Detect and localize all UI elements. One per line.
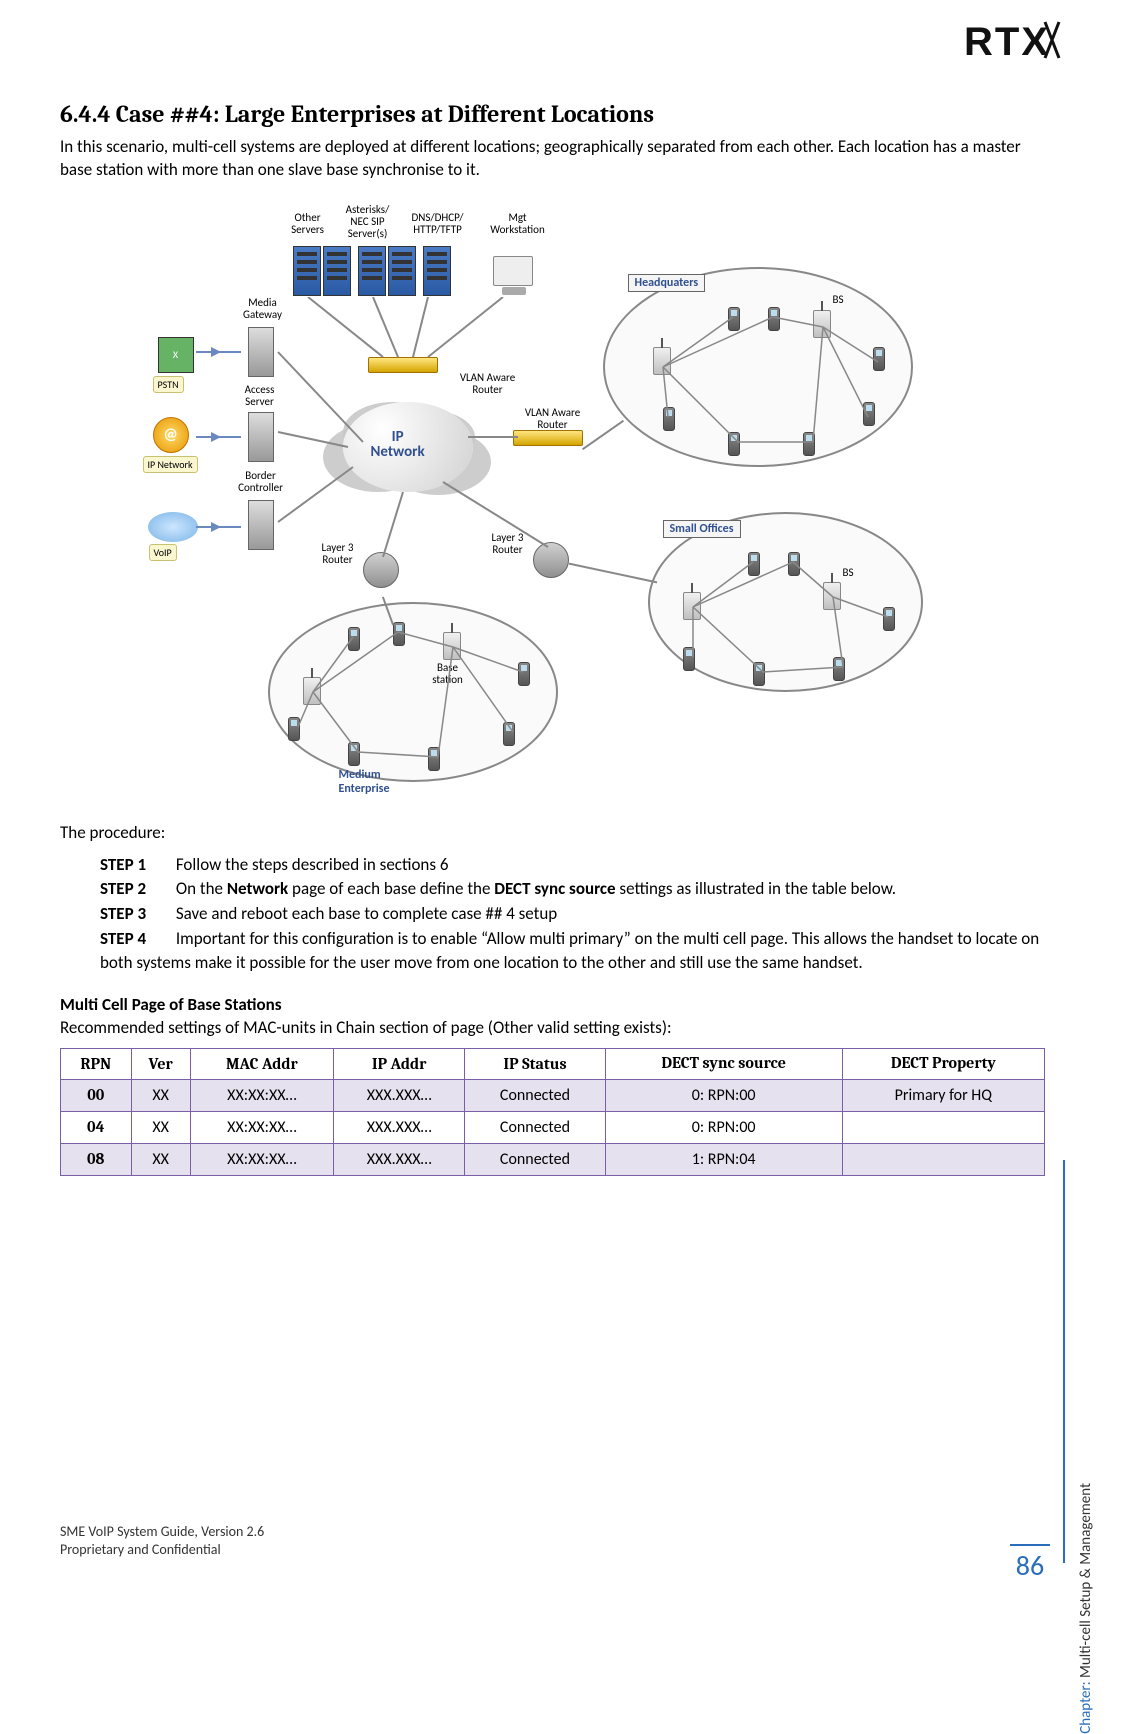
step-1: STEP 1 Follow the steps described in sec… [100,853,1045,878]
step-4: STEP 4 Important for this configuration … [100,927,1045,976]
settings-table: RPN Ver MAC Addr IP Addr IP Status DECT … [60,1048,1045,1176]
cell-mac: XX:XX:XX… [190,1111,333,1143]
voip-label: VoIP [149,544,177,561]
server-icon [293,246,321,296]
medium-label: MediumEnterprise [333,767,396,797]
step-label: STEP 2 [100,877,172,902]
pstn-icon: X [158,337,194,373]
table-row: 08XXXX:XX:XX…XXX.XXX…Connected1: RPN:04 [61,1143,1045,1175]
cell-ver: XX [131,1143,190,1175]
label-mgt: MgtWorkstation [483,212,553,236]
workstation-icon [493,256,533,286]
table-subtitle: Recommended settings of MAC-units in Cha… [60,1017,1045,1040]
chapter-label: Chapter: [1077,1681,1095,1733]
chapter-tab: Chapter: Multi-cell Setup & Management [1077,1483,1095,1734]
step-3: STEP 3 Save and reboot each base to comp… [100,902,1045,927]
cell-sync: 0: RPN:00 [605,1079,842,1111]
side-rule [1063,1160,1065,1563]
footer-right: 86 [1010,1544,1050,1583]
col-ipstatus: IP Status [465,1048,605,1079]
col-ip: IP Addr [334,1048,465,1079]
section-heading: 6.4.4 Case ##4: Large Enterprises at Dif… [60,100,1045,128]
cell-rpn: 08 [61,1143,132,1175]
step-2: STEP 2 On the Network page of each base … [100,877,1045,902]
cell-prop [842,1143,1044,1175]
server-icon [358,246,386,296]
footer-line2: Proprietary and Confidential [60,1541,1050,1559]
cell-status: Connected [465,1143,605,1175]
col-prop: DECT Property [842,1048,1044,1079]
label-sip-servers: Asterisks/NEC SIPServer(s) [338,204,398,240]
cell-status: Connected [465,1079,605,1111]
cell-rpn: 00 [61,1079,132,1111]
pstn-label: PSTN [153,376,184,393]
step-label: STEP 4 [100,927,172,952]
page-number: 86 [1010,1544,1050,1583]
logo: RTX [964,20,1050,65]
cell-prop: Primary for HQ [842,1079,1044,1111]
label-dns: DNS/DHCP/HTTP/TFTP [403,212,473,236]
chapter-text: Multi-cell Setup & Management [1077,1483,1095,1681]
footer-line1: SME VoIP System Guide, Version 2.6 [60,1523,1050,1541]
so-edges [653,517,923,692]
logo-x: X [1021,20,1050,65]
server-icon [323,246,351,296]
procedure-title: The procedure: [60,822,1045,845]
step-text: Important for this configuration is to e… [100,928,1039,974]
table-row: 04XXXX:XX:XX…XXX.XXX…Connected0: RPN:00 [61,1111,1045,1143]
cell-sync: 0: RPN:00 [605,1111,842,1143]
cell-mac: XX:XX:XX… [190,1143,333,1175]
col-mac: MAC Addr [190,1048,333,1079]
step-text: On the Network page of each base define … [176,878,896,899]
label-other-servers: OtherServers [283,212,333,236]
cell-ip: XXX.XXX… [334,1143,465,1175]
cell-sync: 1: RPN:04 [605,1143,842,1175]
cell-ver: XX [131,1111,190,1143]
step-label: STEP 1 [100,853,172,878]
cell-ver: XX [131,1079,190,1111]
ip-network-chip: IP Network [143,456,198,473]
ip-network-node-icon: @ [153,417,189,453]
logo-r: R [964,20,995,64]
col-rpn: RPN [61,1048,132,1079]
step-list: STEP 1 Follow the steps described in sec… [100,853,1045,976]
cell-mac: XX:XX:XX… [190,1079,333,1111]
table-title: Multi Cell Page of Base Stations [60,994,1045,1015]
intro-paragraph: In this scenario, multi-cell systems are… [60,136,1045,182]
cell-ip: XXX.XXX… [334,1111,465,1143]
hq-edges [608,272,908,462]
footer-left: SME VoIP System Guide, Version 2.6 Propr… [60,1523,1050,1559]
connector-lines [191,337,246,557]
step-label: STEP 3 [100,902,172,927]
me-edges [273,607,558,782]
cell-status: Connected [465,1111,605,1143]
table-header-row: RPN Ver MAC Addr IP Addr IP Status DECT … [61,1048,1045,1079]
step-text: Save and reboot each base to complete ca… [176,903,557,924]
cell-ip: XXX.XXX… [334,1079,465,1111]
server-icon [388,246,416,296]
col-ver: Ver [131,1048,190,1079]
step-text: Follow the steps described in sections 6 [176,854,449,875]
logo-t: T [995,20,1021,64]
col-sync: DECT sync source [605,1048,842,1079]
cell-prop [842,1111,1044,1143]
table-row: 00XXXX:XX:XX…XXX.XXX…Connected0: RPN:00P… [61,1079,1045,1111]
network-diagram: OtherServers Asterisks/NEC SIPServer(s) … [173,212,933,792]
server-icon [423,246,451,296]
cloud-edges [268,297,608,597]
cell-rpn: 04 [61,1111,132,1143]
page-footer: SME VoIP System Guide, Version 2.6 Propr… [60,1523,1050,1583]
